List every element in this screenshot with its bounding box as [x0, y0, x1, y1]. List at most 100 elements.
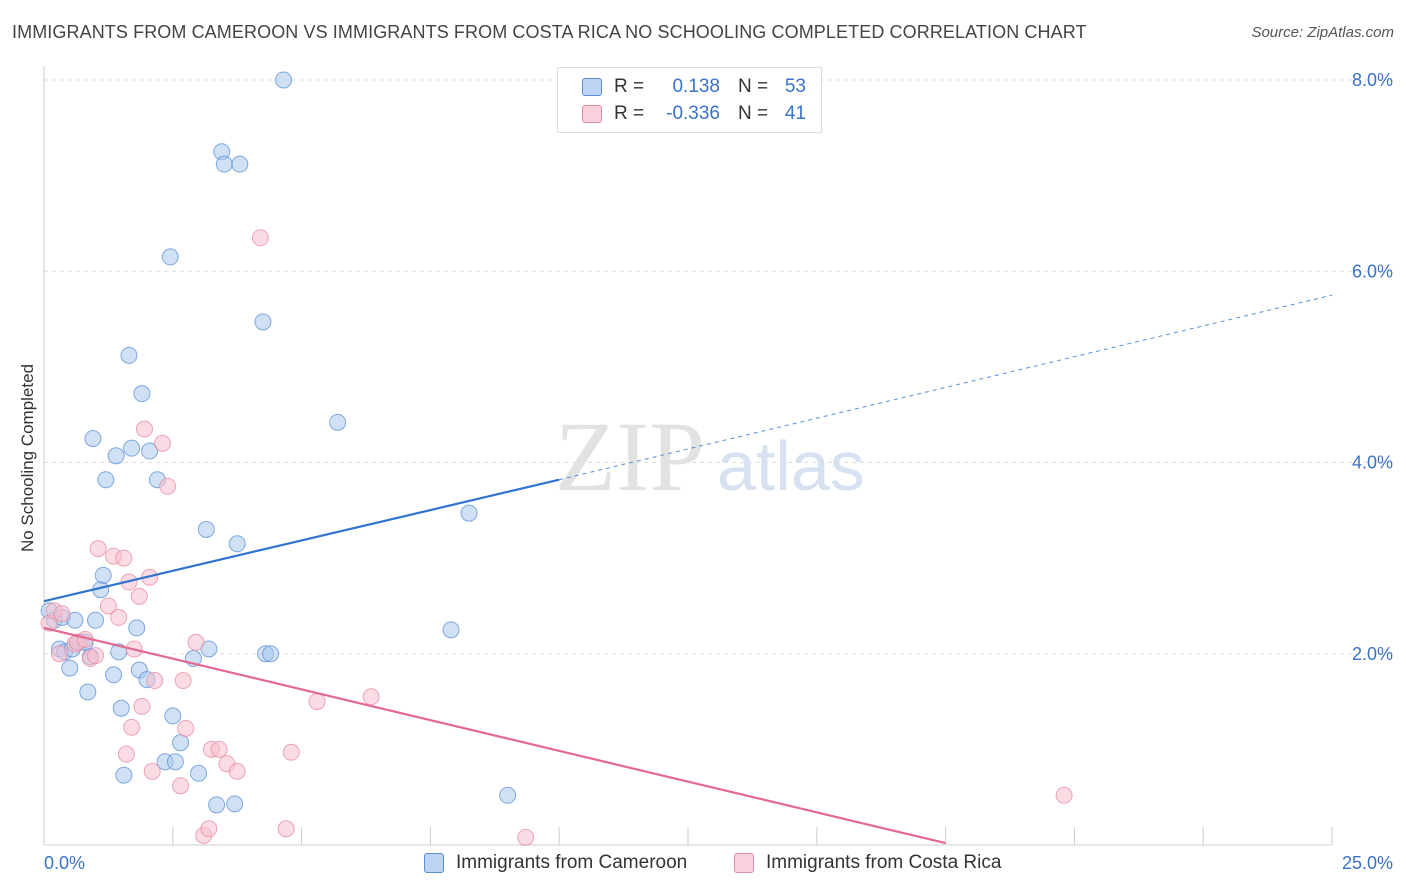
point-cameroon [499, 786, 517, 804]
legend-swatch-cameroon [424, 853, 444, 873]
point-cameroon [226, 795, 244, 813]
point-cameroon [61, 659, 79, 677]
legend-item-cameroon[interactable]: Immigrants from Cameroon [424, 852, 687, 874]
point-cameroon [123, 439, 141, 457]
legend-swatch-costa-rica [734, 853, 754, 873]
axes [43, 66, 1333, 846]
legend-swatch-costa-rica [582, 105, 602, 123]
point-cameroon [84, 430, 102, 448]
point-cameroon [329, 413, 347, 431]
point-costa-rica [308, 693, 326, 711]
point-cameroon [228, 535, 246, 553]
point-cameroon [231, 155, 249, 173]
series-legend: Immigrants from Cameroon Immigrants from… [0, 852, 1406, 878]
point-costa-rica [110, 608, 128, 626]
point-cameroon [94, 566, 112, 584]
point-costa-rica [53, 605, 71, 623]
x-tick-label: 0.0% [44, 853, 85, 873]
legend-n-value: 41 [784, 103, 806, 124]
legend-row-costa-rica: R = -0.336 N = 41 [582, 102, 806, 126]
legend-label-cameroon: Immigrants from Cameroon [456, 852, 688, 873]
source-credit: Source: ZipAtlas.com [1251, 24, 1394, 41]
point-costa-rica [362, 688, 380, 706]
legend-row-cameroon: R = 0.138 N = 53 [582, 75, 806, 99]
y-tick-label: 8.0% [1352, 70, 1393, 90]
point-costa-rica [228, 762, 246, 780]
trend-lines [43, 294, 1333, 845]
point-costa-rica [130, 587, 148, 605]
point-cameroon [460, 504, 478, 522]
point-cameroon [128, 619, 146, 637]
watermark-zip: ZIP [555, 401, 705, 512]
point-cameroon [262, 645, 280, 663]
point-cameroon [161, 248, 179, 266]
point-cameroon [133, 385, 151, 403]
chart-title: IMMIGRANTS FROM CAMEROON VS IMMIGRANTS F… [12, 22, 1087, 42]
point-cameroon [164, 707, 182, 725]
point-cameroon [172, 734, 190, 752]
legend-r-label: R = [614, 103, 645, 124]
watermark-atlas: atlas [717, 427, 865, 505]
point-costa-rica [1055, 786, 1073, 804]
legend-n-value: 53 [784, 76, 806, 97]
point-costa-rica [146, 672, 164, 690]
point-costa-rica [187, 633, 205, 651]
point-cameroon [105, 666, 123, 684]
x-tick-label: 25.0% [1342, 853, 1393, 873]
y-tick-label: 4.0% [1352, 453, 1393, 473]
y-tick-label: 6.0% [1352, 261, 1393, 281]
point-cameroon [112, 699, 130, 717]
legend-r-value: -0.336 [666, 103, 720, 124]
legend-label-costa-rica: Immigrants from Costa Rica [766, 852, 1002, 873]
point-costa-rica [200, 820, 218, 838]
watermark: ZIP atlas [555, 401, 865, 512]
point-costa-rica [282, 743, 300, 761]
point-cameroon [79, 683, 97, 701]
tick-labels: 2.0% 4.0% 6.0% 8.0% 0.0% 25.0% [44, 70, 1393, 873]
point-cameroon [115, 766, 133, 784]
point-cameroon [97, 471, 115, 489]
point-cameroon [87, 611, 105, 629]
legend-n-label: N = [738, 103, 769, 124]
legend-swatch-cameroon [582, 78, 602, 96]
point-costa-rica [159, 477, 177, 495]
point-cameroon [254, 313, 272, 331]
point-costa-rica [115, 549, 133, 567]
point-costa-rica [177, 719, 195, 737]
point-costa-rica [99, 597, 117, 615]
point-costa-rica [174, 672, 192, 690]
stats-legend: R = 0.138 N = 53 R = -0.336 N = 41 [557, 67, 822, 133]
point-cameroon [208, 796, 226, 814]
point-cameroon [215, 155, 233, 173]
point-costa-rica [135, 420, 153, 438]
point-cameroon [120, 346, 138, 364]
point-costa-rica [50, 645, 68, 663]
point-costa-rica [89, 540, 107, 558]
point-cameroon [197, 520, 215, 538]
legend-r-label: R = [614, 76, 645, 97]
data-points [40, 71, 1073, 846]
point-costa-rica [517, 828, 535, 846]
point-costa-rica [117, 745, 135, 763]
trend-line-cameroon [43, 478, 560, 603]
point-costa-rica [277, 820, 295, 838]
point-costa-rica [153, 434, 171, 452]
point-cameroon [442, 621, 460, 639]
point-costa-rica [172, 777, 190, 795]
legend-r-value: 0.138 [672, 76, 720, 97]
point-costa-rica [87, 647, 105, 665]
trend-line-costa-rica [43, 626, 946, 845]
y-tick-label: 2.0% [1352, 644, 1393, 664]
point-costa-rica [210, 740, 228, 758]
legend-n-label: N = [738, 76, 769, 97]
legend-item-costa-rica[interactable]: Immigrants from Costa Rica [734, 852, 1001, 874]
point-cameroon [190, 764, 208, 782]
point-costa-rica [143, 762, 161, 780]
point-costa-rica [133, 697, 151, 715]
point-costa-rica [251, 229, 269, 247]
point-cameroon [107, 447, 125, 465]
point-cameroon [141, 442, 159, 460]
point-costa-rica [123, 718, 141, 736]
point-cameroon [166, 753, 184, 771]
